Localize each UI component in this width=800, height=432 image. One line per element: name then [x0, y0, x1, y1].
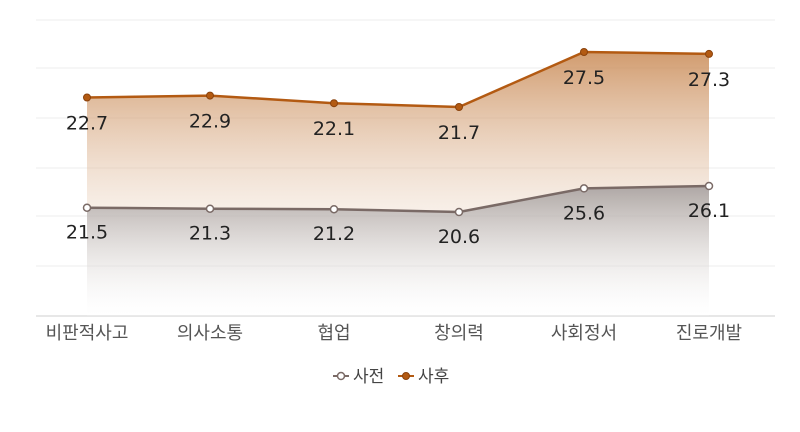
point-pre-3 [454, 207, 464, 217]
label-post-1: 22.9 [189, 111, 231, 133]
x-tick-label-3: 창의력 [434, 323, 484, 344]
point-pre-2 [329, 204, 339, 214]
x-tick-label-0: 비판적사고 [46, 323, 129, 344]
point-pre-4 [579, 184, 589, 193]
label-pre-0: 21.5 [66, 222, 108, 244]
point-pre-5 [704, 181, 714, 191]
series-points [82, 48, 714, 217]
x-tick-label-1: 의사소통 [177, 323, 243, 344]
x-tick-label-2: 협업 [317, 323, 350, 344]
label-post-3: 21.7 [438, 122, 480, 144]
label-pre-4: 25.6 [563, 202, 605, 224]
line-pre [86, 184, 710, 214]
legend-marker-pre [336, 371, 346, 381]
legend-marker-post [402, 372, 410, 380]
area-pre [87, 186, 709, 316]
point-post-4 [580, 48, 588, 56]
x-tick-label-4: 사회정서 [551, 323, 617, 344]
label-pre-5: 26.1 [688, 200, 730, 222]
point-post-2 [330, 99, 338, 108]
point-post-3 [455, 103, 463, 111]
label-pre-1: 21.3 [189, 223, 231, 245]
label-post-4: 27.5 [563, 67, 605, 89]
point-post-0 [83, 93, 91, 102]
legend: 사전 사후 [333, 367, 449, 387]
label-post-2: 22.1 [313, 118, 355, 140]
line-post [86, 50, 710, 109]
x-axis: 비판적사고 의사소통 협업 창의력 사회정서 진로개발 [46, 323, 743, 344]
series-areas [87, 52, 709, 316]
x-tick-label-5: 진로개발 [676, 323, 742, 344]
legend-label-pre: 사전 [353, 367, 384, 387]
point-pre-0 [82, 203, 92, 212]
series-lines [86, 50, 710, 214]
label-pre-3: 20.6 [438, 226, 480, 248]
label-post-5: 27.3 [688, 69, 730, 91]
legend-label-post: 사후 [418, 367, 449, 387]
point-post-5 [705, 49, 713, 58]
point-post-1 [206, 91, 214, 100]
point-pre-1 [205, 204, 215, 213]
data-labels: 22.7 22.9 22.1 21.7 27.5 27.3 21.5 21.3 21.2 20.6… [66, 67, 730, 248]
label-pre-2: 21.2 [313, 223, 355, 245]
label-post-0: 22.7 [66, 113, 108, 135]
